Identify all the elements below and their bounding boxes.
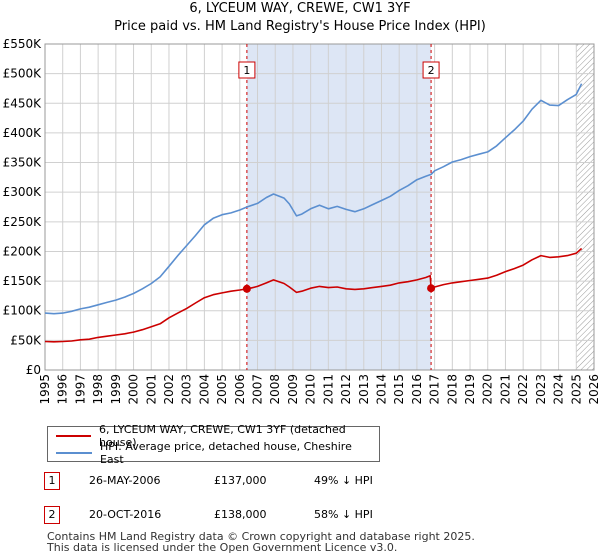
y-tick-label: £200K bbox=[3, 244, 43, 258]
x-tick-label: 2022 bbox=[516, 374, 530, 405]
x-tick-label: 1996 bbox=[56, 374, 70, 405]
marker-box-label-1: 1 bbox=[243, 64, 250, 77]
y-tick-label: £100K bbox=[3, 304, 43, 318]
legend-swatch-hpi bbox=[56, 452, 92, 454]
y-tick-label: £350K bbox=[3, 156, 43, 170]
chart-title: 6, LYCEUM WAY, CREWE, CW1 3YF bbox=[189, 1, 411, 16]
transaction-price: £137,000 bbox=[214, 474, 267, 487]
x-tick-label: 2014 bbox=[374, 374, 388, 405]
series-group bbox=[45, 83, 583, 343]
x-tick-label: 2019 bbox=[463, 374, 477, 405]
y-tick-label: £50K bbox=[10, 333, 42, 347]
plot-frame bbox=[44, 43, 595, 371]
y-tick-label: £500K bbox=[3, 67, 43, 81]
x-tick-label: 2011 bbox=[321, 374, 335, 405]
x-tick-label: 1999 bbox=[109, 374, 123, 405]
x-tick-label: 2009 bbox=[286, 374, 300, 405]
y-tick-label: £250K bbox=[3, 215, 43, 229]
x-tick-label: 2026 bbox=[587, 374, 600, 405]
x-tick-label: 2002 bbox=[162, 374, 176, 405]
legend-label-property: 6, LYCEUM WAY, CREWE, CW1 3YF (detached … bbox=[99, 423, 346, 449]
transaction-date: 26-MAY-2006 bbox=[89, 474, 161, 487]
x-tick-label: 2003 bbox=[180, 374, 194, 405]
chart-subtitle: Price paid vs. HM Land Registry's House … bbox=[114, 19, 486, 34]
price-chart: £0 £50K £100K £150K £200K £250K £300K £350K £400… bbox=[3, 37, 600, 405]
x-tick-label: 2007 bbox=[251, 374, 265, 405]
legend-item-property: 6, LYCEUM WAY, CREWE, CW1 3YF (detached … bbox=[56, 423, 379, 449]
y-tick-label: £300K bbox=[3, 185, 43, 199]
x-tick-label: 2010 bbox=[304, 374, 318, 405]
x-tick-label: 1998 bbox=[91, 374, 105, 405]
marker-box-2 bbox=[422, 61, 440, 79]
legend-item-hpi: HPI: Average price, detached house, Ches… bbox=[56, 440, 379, 466]
x-tick-label: 2013 bbox=[357, 374, 371, 405]
transaction-hpi-diff: 49% ↓ HPI bbox=[314, 474, 373, 487]
hpi-series-line bbox=[45, 83, 583, 315]
transaction-marker-badge: 1 bbox=[44, 472, 60, 490]
footer-line-licence: This data is licensed under the Open Gov… bbox=[47, 541, 398, 554]
footer-line-copyright: Contains HM Land Registry data © Crown c… bbox=[47, 530, 475, 543]
y-tick-label: £0 bbox=[26, 363, 41, 377]
x-tick-label: 2015 bbox=[392, 374, 406, 405]
transaction-price: £138,000 bbox=[214, 508, 267, 521]
property-series-line bbox=[45, 247, 583, 343]
x-tick-label: 2006 bbox=[233, 374, 247, 405]
future-hatch-region bbox=[576, 44, 594, 370]
transaction-hpi-diff: 58% ↓ HPI bbox=[314, 508, 373, 521]
y-tick-label: £400K bbox=[3, 126, 43, 140]
x-tick-label: 2020 bbox=[481, 374, 495, 405]
chart-legend: 6, LYCEUM WAY, CREWE, CW1 3YF (detached … bbox=[47, 423, 380, 466]
x-tick-label: 2017 bbox=[428, 374, 442, 405]
y-tick-label: £550K bbox=[3, 37, 43, 51]
footer-attribution: Contains HM Land Registry data © Crown c… bbox=[47, 531, 475, 553]
legend-swatch-property bbox=[56, 435, 92, 437]
x-tick-label: 1995 bbox=[38, 374, 52, 405]
x-tick-label: 2000 bbox=[127, 374, 141, 405]
table-row: 2 20-OCT-2016 £138,000 58% ↓ HPI bbox=[44, 506, 564, 526]
transaction-date: 20-OCT-2016 bbox=[89, 508, 162, 521]
x-tick-label: 1997 bbox=[73, 374, 87, 405]
transaction-marker-badge: 2 bbox=[44, 506, 60, 524]
y-tick-label: £150K bbox=[3, 274, 43, 288]
table-row: 1 26-MAY-2006 £137,000 49% ↓ HPI bbox=[44, 472, 564, 492]
x-tick-label: 2016 bbox=[410, 374, 424, 405]
sale-point-1 bbox=[242, 284, 251, 293]
x-tick-label: 2008 bbox=[268, 374, 282, 405]
x-tick-label: 2004 bbox=[197, 374, 211, 405]
marker-box-1 bbox=[238, 61, 256, 79]
x-tick-label: 2001 bbox=[144, 374, 158, 405]
x-tick-label: 2025 bbox=[569, 374, 583, 405]
sale-point-2 bbox=[427, 284, 436, 293]
marker-box-label-2: 2 bbox=[428, 64, 435, 77]
x-tick-label: 2005 bbox=[215, 374, 229, 405]
x-tick-label: 2021 bbox=[498, 374, 512, 405]
y-tick-label: £450K bbox=[3, 96, 43, 110]
x-tick-label: 2024 bbox=[552, 374, 566, 405]
x-tick-label: 2018 bbox=[445, 374, 459, 405]
x-tick-label: 2023 bbox=[534, 374, 548, 405]
legend-label-hpi: HPI: Average price, detached house, Ches… bbox=[99, 440, 352, 466]
x-tick-label: 2012 bbox=[339, 374, 353, 405]
